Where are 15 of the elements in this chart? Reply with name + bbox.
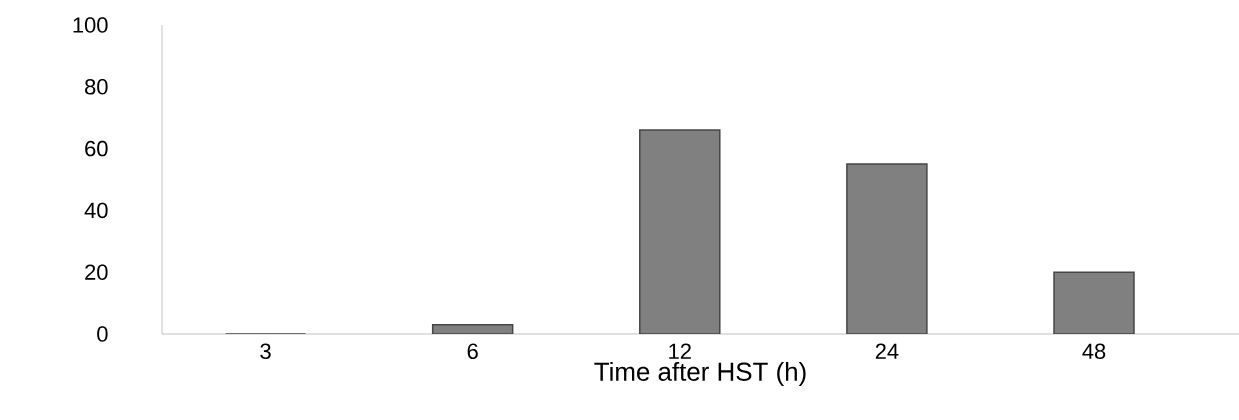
y-tick-label: 100 xyxy=(73,17,108,33)
bar xyxy=(846,163,928,334)
y-tick-label: 40 xyxy=(84,202,108,219)
x-tick-label: 48 xyxy=(1082,343,1106,360)
x-axis-title: Time after HST (h) xyxy=(594,361,806,387)
x-tick-label: 24 xyxy=(875,343,899,359)
y-tick-label: 0 xyxy=(97,326,108,342)
x-tick-label: 12 xyxy=(669,343,691,359)
bar xyxy=(1053,271,1135,334)
x-tick-label: 3 xyxy=(260,343,271,360)
x-tick-label: 6 xyxy=(467,343,478,360)
y-tick-label: 20 xyxy=(85,264,108,280)
y-tick-label: 80 xyxy=(85,79,108,95)
bar xyxy=(639,129,721,334)
y-tick-label: 60 xyxy=(85,140,108,157)
